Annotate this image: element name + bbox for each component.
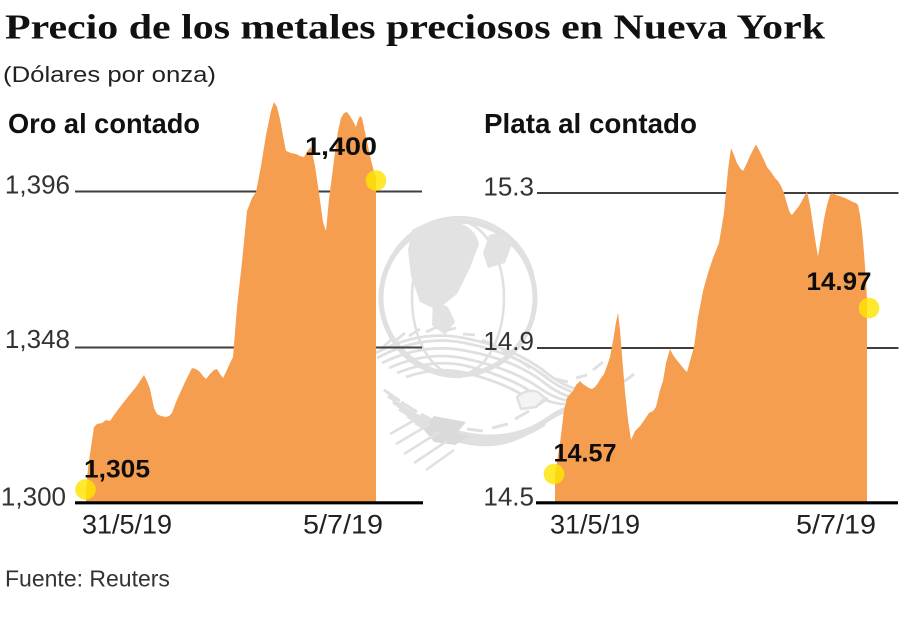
- svg-text:1,348: 1,348: [5, 324, 70, 354]
- svg-text:15.3: 15.3: [483, 172, 534, 202]
- svg-text:31/5/19: 31/5/19: [550, 510, 640, 540]
- svg-text:1,300: 1,300: [1, 482, 66, 512]
- svg-text:(Dólares por onza): (Dólares por onza): [3, 62, 216, 87]
- svg-text:5/7/19: 5/7/19: [303, 510, 383, 540]
- svg-text:14.5: 14.5: [483, 482, 534, 512]
- svg-text:31/5/19: 31/5/19: [82, 510, 172, 540]
- svg-text:1,396: 1,396: [5, 170, 70, 200]
- svg-text:1,305: 1,305: [84, 456, 150, 484]
- svg-text:Fuente: Reuters: Fuente: Reuters: [5, 566, 170, 592]
- svg-text:1,400: 1,400: [305, 133, 377, 161]
- svg-text:5/7/19: 5/7/19: [796, 510, 876, 540]
- svg-text:Precio de los metales precioso: Precio de los metales preciosos en Nueva…: [5, 9, 826, 47]
- svg-text:14.9: 14.9: [483, 326, 534, 356]
- svg-text:Plata al contado: Plata al contado: [484, 108, 697, 139]
- svg-text:14.57: 14.57: [554, 440, 617, 468]
- svg-text:14.97: 14.97: [807, 268, 872, 296]
- svg-text:Oro al contado: Oro al contado: [8, 108, 200, 139]
